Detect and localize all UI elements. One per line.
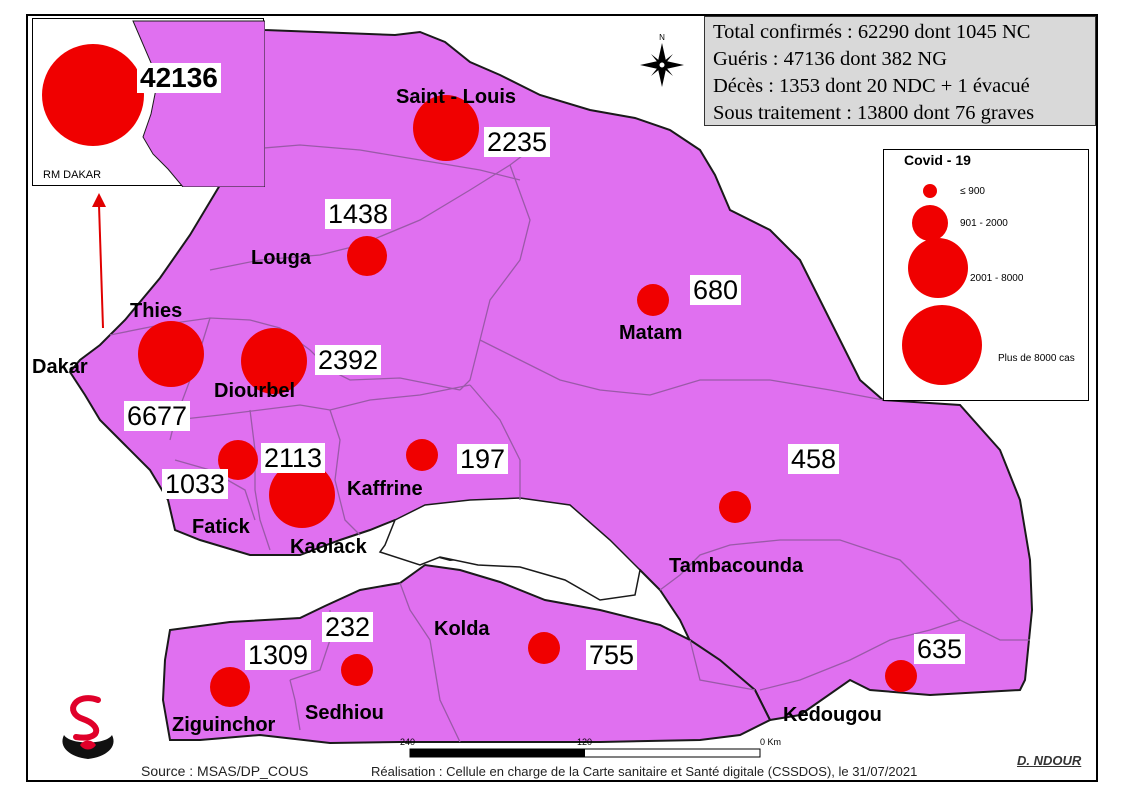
bubble-matam xyxy=(637,284,669,316)
region-louga-value: 1438 xyxy=(325,199,392,229)
region-thies-label: Thies xyxy=(130,300,183,322)
bubble-diourbel xyxy=(241,328,307,394)
gambia-shape xyxy=(378,497,641,601)
scale-label-mid: 120 xyxy=(577,737,593,747)
region-saint-louis-label: Saint - Louis xyxy=(396,86,516,108)
legend-symbol-large xyxy=(908,238,968,298)
summary-total: Total confirmés : 62290 dont 1045 NC xyxy=(713,21,1031,43)
legend-symbol-medium xyxy=(912,205,948,241)
red-arrow-icon xyxy=(92,193,106,329)
region-ziguinchor-label: Ziguinchor xyxy=(172,714,276,736)
bubble-louga xyxy=(347,236,387,276)
bubble-kaolack xyxy=(269,462,335,528)
svg-text:N: N xyxy=(659,33,665,42)
summary-recovered: Guéris : 47136 dont 382 NG xyxy=(713,48,948,70)
region-sedhiou-label: Sedhiou xyxy=(305,702,384,724)
region-kedougou-label: Kedougou xyxy=(783,704,882,726)
bubble-kaffrine xyxy=(406,439,438,471)
legend-box: Covid - 19 ≤ 900 901 - 2000 2001 - 8000 … xyxy=(883,149,1089,401)
region-louga-label: Louga xyxy=(251,247,311,269)
casamance-shape xyxy=(161,563,772,745)
inset-value: 42136 xyxy=(137,63,221,93)
region-tambacounda-label: Tambacounda xyxy=(669,555,804,577)
summary-box: Total confirmés : 62290 dont 1045 NC Gué… xyxy=(704,16,1096,126)
legend-item-3: 2001 - 8000 xyxy=(970,273,1024,284)
legend-item-1: ≤ 900 xyxy=(960,186,985,197)
footer-source: Source : MSAS/DP_COUS xyxy=(141,763,309,779)
region-ziguinchor-value: 1309 xyxy=(245,640,312,670)
footer-author: D. NDOUR xyxy=(1017,753,1082,768)
scale-label-left: 240 xyxy=(400,737,416,747)
summary-under-treatment: Sous traitement : 13800 dont 76 graves xyxy=(713,102,1035,124)
region-diourbel-value: 2392 xyxy=(315,345,382,375)
legend-item-4: Plus de 8000 cas xyxy=(998,353,1075,364)
region-kolda-label: Kolda xyxy=(434,618,490,640)
bubble-tambacounda xyxy=(719,491,751,523)
north-arrow-icon: N xyxy=(640,33,684,87)
region-matam-value: 680 xyxy=(690,275,742,305)
scale-label-right: 0 Km xyxy=(760,737,782,747)
region-thies-value: 6677 xyxy=(124,401,191,431)
region-fatick-label: Fatick xyxy=(192,516,250,538)
legend-symbol-xlarge xyxy=(902,305,982,385)
region-kaolack-label: Kaolack xyxy=(290,536,367,558)
region-kolda-value: 755 xyxy=(586,640,638,670)
inset-label: RM DAKAR xyxy=(43,169,102,181)
legend-title: Covid - 19 xyxy=(904,152,971,168)
region-sedhiou-value: 232 xyxy=(322,612,374,642)
bubble-kolda xyxy=(528,632,560,664)
region-diourbel-label: Diourbel xyxy=(214,380,296,402)
bubble-thies xyxy=(138,321,204,387)
region-tambacounda-value: 458 xyxy=(788,444,840,474)
region-saint-louis-value: 2235 xyxy=(484,127,551,157)
region-kaolack-value: 2113 xyxy=(261,443,326,473)
footer-realisation: Réalisation : Cellule en charge de la Ca… xyxy=(371,764,918,779)
region-fatick-value: 1033 xyxy=(162,469,229,499)
bubble-saint-louis xyxy=(413,95,479,161)
legend-symbol-small xyxy=(923,184,937,198)
legend-symbols xyxy=(902,184,982,385)
inset-map-shape xyxy=(42,20,265,187)
region-kaffrine-value: 197 xyxy=(457,444,509,474)
inset-rm-dakar: 42136 RM DAKAR xyxy=(32,18,265,187)
ministry-logo-icon xyxy=(62,695,114,759)
map-frame xyxy=(26,14,1098,782)
legend-item-2: 901 - 2000 xyxy=(960,218,1008,229)
region-matam-label: Matam xyxy=(619,322,683,344)
region-kedougou-value: 635 xyxy=(914,634,966,664)
bubble-sedhiou xyxy=(341,654,373,686)
region-kaffrine-label: Kaffrine xyxy=(347,478,423,500)
summary-deaths: Décès : 1353 dont 20 NDC + 1 évacué xyxy=(713,75,1030,97)
bubble-ziguinchor xyxy=(210,667,250,707)
scale-bar xyxy=(409,748,761,758)
bubble-kedougou xyxy=(885,660,917,692)
region-dakar-label: Dakar xyxy=(32,356,88,378)
